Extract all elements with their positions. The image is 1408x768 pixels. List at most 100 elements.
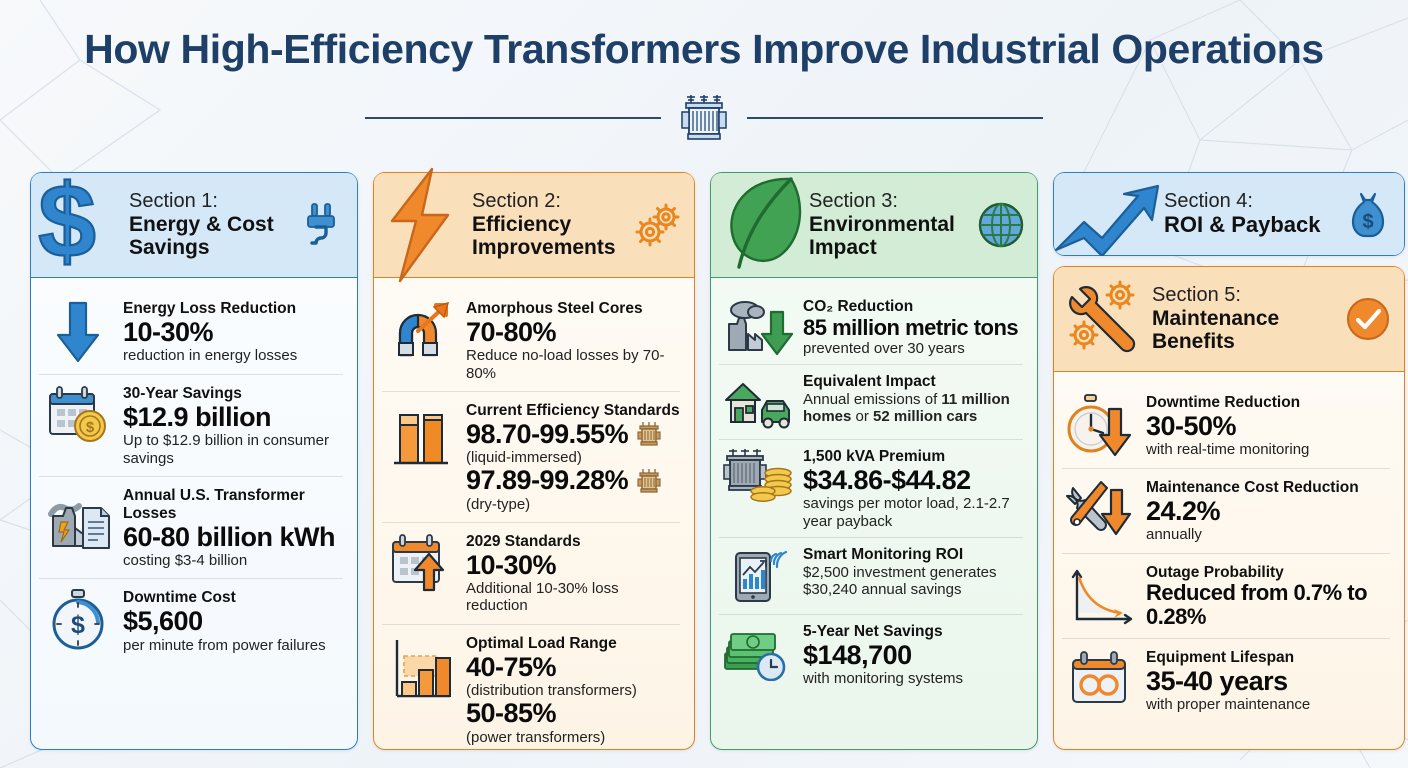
factory-down-arrow-icon	[719, 297, 797, 357]
section-4-label: Section 4:	[1164, 190, 1253, 213]
section-1-title: Section 1: Energy & Cost Savings	[127, 190, 297, 259]
stat-item: Annual U.S. Transformer Losses 60-80 bil…	[39, 475, 343, 578]
stat-sub: with monitoring systems	[803, 670, 964, 688]
stat-value: 60-80 billion kWh	[123, 521, 336, 552]
section-5-name: Maintenance Benefits	[1152, 306, 1280, 354]
stat-item: Outage Probability Reduced from 0.7% to …	[1062, 552, 1390, 638]
section-2-header: Section 2: Efficiency Improvements	[374, 167, 694, 283]
stat-label: 30-Year Savings	[123, 385, 242, 402]
leaf-icon	[721, 177, 807, 269]
section-5-header: Section 5: Maintenance Benefits	[1054, 267, 1404, 372]
stat-sub: Additional 10-30% loss reduction	[466, 580, 619, 615]
column-1: $ Section 1: Energy & Cost Savings	[30, 172, 358, 750]
stat-paren-2: (power transformers)	[466, 728, 606, 746]
section-5-label: Section 5:	[1152, 284, 1241, 307]
stat-item: 5-Year Net Savings $148,700 with monitor…	[719, 614, 1023, 695]
section-3-title: Section 3: Environmental Impact	[807, 190, 977, 259]
stat-sub-rich: Annual emissions of 11 million homes or …	[803, 391, 1010, 426]
stat-label: Amorphous Steel Cores	[466, 300, 643, 317]
stat-value: 40-75%	[466, 651, 557, 682]
check-circle-icon	[1344, 295, 1392, 343]
lightning-bolt-icon	[384, 167, 470, 283]
stat-value-2: 50-85%	[466, 698, 557, 729]
stat-item: $ Downtime Cost $5,600 per minute from p…	[39, 578, 343, 663]
section-4-card: Section 4: ROI & Payback $	[1053, 172, 1405, 256]
stat-label: Smart Monitoring ROI	[803, 546, 964, 564]
mini-transformer-icon	[637, 422, 661, 447]
section-3-label: Section 3:	[809, 190, 898, 213]
factory-document-icon	[39, 486, 117, 552]
stat-label: Maintenance Cost Reduction	[1146, 479, 1359, 496]
magnet-arrow-icon	[382, 299, 460, 365]
stat-paren: (liquid-immersed)	[466, 449, 582, 467]
stat-label: Downtime Reduction	[1146, 394, 1301, 411]
svg-text:$: $	[1362, 211, 1373, 233]
tablet-signal-icon	[719, 545, 797, 607]
section-4-header: Section 4: ROI & Payback $	[1054, 173, 1404, 256]
stat-item: 2029 Standards 10-30% Additional 10-30% …	[382, 521, 680, 624]
stat-label: Current Efficiency Standards	[466, 401, 680, 419]
calendar-coin-icon: $	[39, 384, 117, 446]
growth-bars-icon	[382, 634, 460, 704]
stat-sub: $2,500 investment generates $30,240 annu…	[803, 563, 997, 599]
stat-value: $34.86-$44.82	[803, 465, 971, 496]
stat-label: Equipment Lifespan	[1146, 648, 1295, 666]
section-5-card: Section 5: Maintenance Benefits	[1053, 266, 1405, 750]
growth-arrow-icon	[1054, 183, 1162, 256]
transformer-icon	[681, 95, 727, 140]
stat-label: 5-Year Net Savings	[803, 623, 943, 641]
stat-value: Reduced from 0.7% to 0.28%	[1146, 580, 1368, 630]
section-5-body: Downtime Reduction 30-50% with real-time…	[1054, 372, 1404, 737]
stopwatch-down-arrow-icon	[1062, 393, 1140, 459]
section-3-header: Section 3: Environmental Impact	[711, 173, 1037, 278]
header-divider	[0, 91, 1408, 145]
stat-item: Smart Monitoring ROI $2,500 investment g…	[719, 537, 1023, 614]
section-1-label: Section 1:	[129, 190, 218, 213]
section-2-name: Efficiency Improvements	[472, 212, 616, 260]
section-5-title: Section 5: Maintenance Benefits	[1150, 284, 1344, 353]
divider-line-right	[747, 117, 1043, 119]
decay-curve-icon	[1062, 563, 1140, 629]
section-2-label: Section 2:	[472, 190, 561, 213]
divider-line-left	[365, 117, 661, 119]
stat-label: Optimal Load Range	[466, 634, 617, 652]
stat-paren-2: (dry-type)	[466, 495, 531, 513]
transformer-coins-icon	[719, 447, 797, 509]
power-plug-icon	[297, 201, 345, 249]
section-1-name: Energy & Cost Savings	[129, 212, 274, 260]
stat-paren: (distribution transformers)	[466, 682, 637, 699]
stat-value: 98.70-99.55%	[466, 418, 629, 449]
stat-item: Equipment Lifespan 35-40 years with prop…	[1062, 637, 1390, 723]
section-2-body: Amorphous Steel Cores 70-80% Reduce no-l…	[374, 278, 694, 768]
page-title: How High-Efficiency Transformers Improve…	[84, 26, 1324, 72]
section-2-card: Section 2: Efficiency Improvements	[373, 167, 695, 750]
wrench-gears-icon	[1064, 277, 1150, 361]
stat-label: 2029 Standards	[466, 532, 581, 550]
stat-item: $ 30-Year Savings $12.9 billion Up to $1…	[39, 374, 343, 476]
stat-value: $148,700	[803, 639, 912, 670]
stat-value: $12.9 billion	[123, 401, 272, 432]
column-4: Section 4: ROI & Payback $	[1053, 172, 1405, 750]
stat-label: Outage Probability	[1146, 563, 1284, 581]
stat-label: Downtime Cost	[123, 589, 236, 607]
column-2: Section 2: Efficiency Improvements	[373, 167, 695, 750]
stat-item: Equivalent Impact Annual emissions of 11…	[719, 364, 1023, 439]
section-1-card: $ Section 1: Energy & Cost Savings	[30, 172, 358, 750]
stat-item: Maintenance Cost Reduction 24.2% annuall…	[1062, 468, 1390, 553]
section-1-header: $ Section 1: Energy & Cost Savings	[31, 173, 357, 278]
stopwatch-dollar-icon: $	[39, 588, 117, 652]
stat-value: 70-80%	[466, 316, 557, 347]
stat-value: 85 million metric tons	[803, 314, 1019, 340]
stat-item: Downtime Reduction 30-50% with real-time…	[1062, 384, 1390, 468]
section-3-body: CO₂ Reduction 85 million metric tons pre…	[711, 278, 1037, 709]
stat-value: 10-30%	[123, 316, 214, 347]
stat-sub: prevented over 30 years	[803, 339, 965, 357]
stat-value: 30-50%	[1146, 410, 1237, 441]
section-2-title: Section 2: Efficiency Improvements	[470, 190, 634, 259]
globe-icon	[977, 201, 1025, 249]
stat-sub: savings per motor load, 2.1-2.7 year pay…	[803, 495, 1010, 530]
section-3-name: Environmental Impact	[809, 212, 955, 260]
svg-text:$: $	[86, 419, 95, 436]
stat-value-2: 97.89-99.28%	[466, 465, 629, 496]
